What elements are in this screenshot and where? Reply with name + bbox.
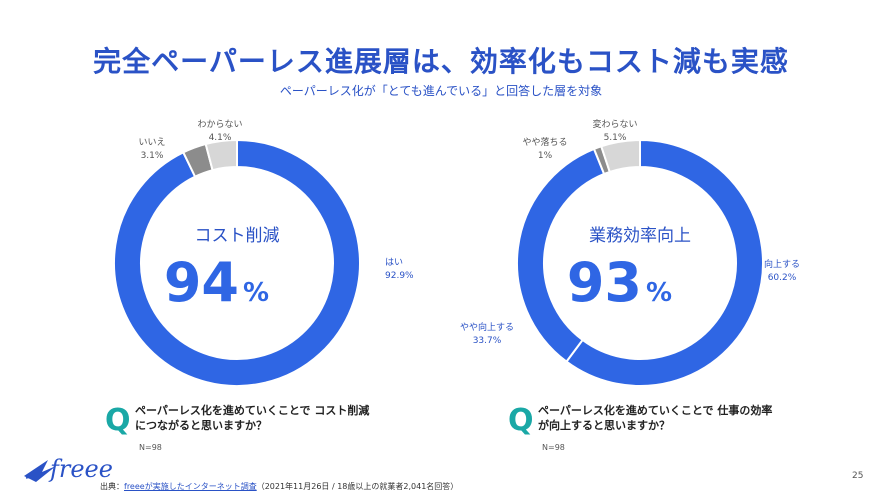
donut-slice-0-0: [113, 138, 361, 387]
center-unit-0: %: [243, 278, 269, 308]
slide-title: 完全ペーパーレス進展層は、効率化もコスト減も実感: [93, 45, 789, 78]
q-mark-icon: Q: [105, 403, 131, 438]
source-prefix: 出典：: [100, 482, 124, 491]
slice-value-label-0-1: 3.1%: [141, 151, 164, 161]
slice-label-0-0: はい: [385, 257, 403, 268]
page-number: 25: [852, 471, 864, 481]
slice-value-label-1-3: 5.1%: [604, 133, 627, 143]
donut-slice-1-3: [599, 138, 641, 174]
slice-label-1-2: やや落ちる: [522, 136, 567, 148]
source-note: 出典：freeeが実施したインターネット調査（2021年11月26日 / 18歳…: [100, 481, 458, 492]
brand-logo-text: freee: [50, 455, 113, 483]
source-detail: （2021年11月26日 / 18歳以上の就業者2,041名回答）: [256, 482, 459, 491]
slice-value-label-0-2: 4.1%: [209, 133, 232, 143]
slice-label-1-1: やや向上する: [460, 321, 514, 333]
slice-value-label-1-2: 1%: [538, 151, 553, 161]
center-value-0: 94: [164, 251, 239, 314]
sample-size-efficiency: N=98: [542, 443, 565, 452]
slice-label-1-3: 変わらない: [592, 118, 637, 130]
slice-value-label-1-1: 33.7%: [473, 336, 502, 346]
q-mark-icon: Q: [508, 403, 534, 438]
slice-label-0-2: わからない: [197, 119, 242, 130]
slide-subtitle: ペーパーレス化が「とても進んでいる」と回答した層を対象: [279, 84, 603, 98]
source-link[interactable]: freeeが実施したインターネット調査: [124, 482, 257, 491]
sample-size-cost: N=98: [139, 443, 162, 452]
donut-slice-1-0: [565, 138, 764, 387]
donut-slice-0-2: [204, 138, 238, 172]
center-unit-1: %: [646, 278, 672, 308]
center-title-1: 業務効率向上: [589, 226, 691, 246]
slice-label-0-1: いいえ: [138, 137, 165, 148]
question-text-cost: ペーパーレス化を進めていくことで コスト削減につながると思いますか？: [135, 404, 370, 432]
slice-label-1-0: 向上する: [764, 258, 800, 270]
freee-bird-icon: [24, 460, 56, 482]
center-value-1: 93: [567, 251, 642, 314]
center-title-0: コスト削減: [195, 226, 280, 246]
slice-value-label-1-0: 60.2%: [768, 273, 797, 283]
question-text-efficiency: ペーパーレス化を進めていくことで 仕事の効率が向上すると思いますか？: [538, 404, 773, 432]
slice-value-label-0-0: 92.9%: [385, 271, 414, 281]
